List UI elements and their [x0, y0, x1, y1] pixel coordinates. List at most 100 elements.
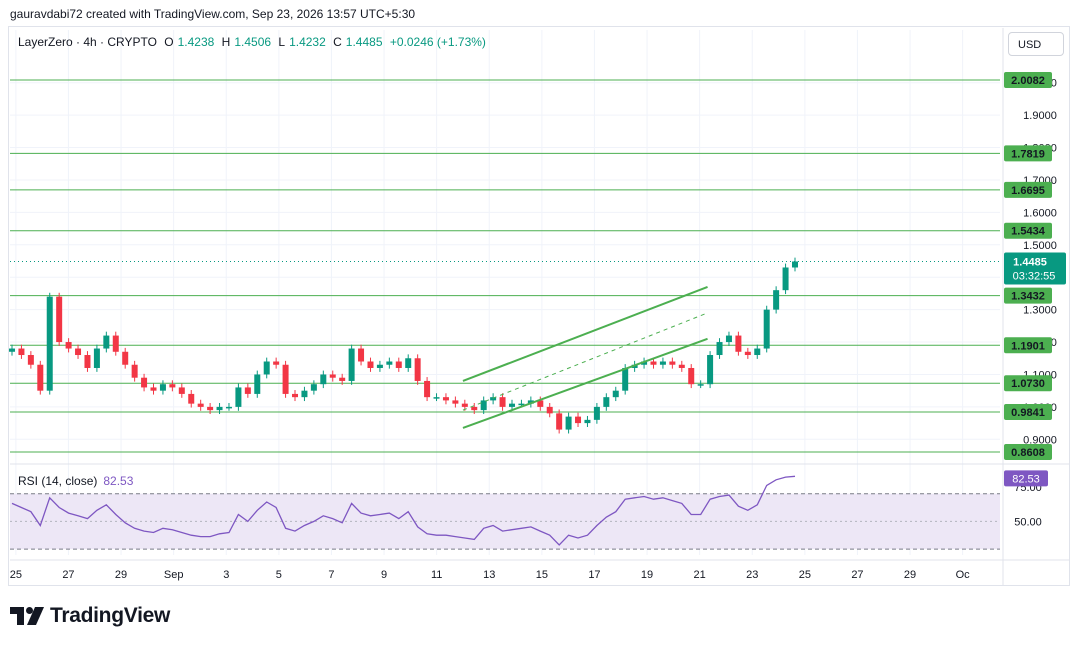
x-tick-label: 13	[483, 569, 495, 581]
candle-body	[499, 397, 506, 407]
candle-body	[603, 397, 610, 407]
x-tick-label: 29	[115, 569, 127, 581]
channel-middle-line	[462, 312, 708, 411]
brand-name: TradingView	[50, 604, 171, 627]
candle-body	[320, 374, 327, 385]
tradingview-logo-icon	[10, 607, 44, 625]
level-badge	[1004, 375, 1052, 392]
y-tick-label: 1.5000	[1023, 240, 1057, 252]
candle-body	[537, 400, 544, 407]
rsi-tick-label: 50.00	[1014, 516, 1042, 528]
candle-body	[641, 361, 648, 365]
x-tick-label: 7	[328, 569, 334, 581]
candle-body	[575, 416, 582, 424]
x-tick-label: 23	[746, 569, 758, 581]
level-badge-label: 1.1901	[1011, 340, 1045, 352]
candle-body	[225, 406, 232, 409]
candle-body	[273, 361, 280, 365]
candle-body	[37, 364, 44, 391]
x-tick-label: Sep	[164, 569, 184, 581]
candle-body	[46, 296, 53, 391]
low-value: 1.4232	[289, 35, 326, 49]
candle-body	[178, 387, 185, 394]
candle-body	[159, 384, 166, 391]
candle-body	[433, 397, 440, 399]
candle-body	[735, 335, 742, 352]
candle-body	[546, 406, 553, 414]
candle-body	[93, 348, 100, 368]
channel-lower-line	[462, 337, 708, 429]
candle-body	[405, 358, 412, 368]
candle-body	[584, 419, 591, 424]
channel-upper-line	[462, 286, 708, 382]
level-badge-label: 1.3432	[1011, 291, 1045, 303]
x-tick-label: Oc	[956, 569, 971, 581]
candle-body	[688, 367, 695, 385]
low-label: L	[278, 35, 286, 49]
candle-body	[414, 358, 421, 381]
candle-body	[612, 390, 619, 398]
candle-body	[292, 393, 299, 398]
close-label: C	[333, 35, 342, 49]
y-tick-label: 1.6000	[1023, 207, 1057, 219]
symbol-legend: LayerZero · 4h · CRYPTO O 1.4238 H 1.4506 …	[18, 35, 490, 49]
countdown-label: 03:32:55	[1013, 270, 1056, 282]
candle-body	[754, 348, 761, 356]
rsi-label[interactable]: RSI (14, close)	[18, 474, 98, 488]
candle-body	[490, 397, 497, 401]
x-tick-label: 9	[381, 569, 387, 581]
candle-body	[659, 361, 666, 365]
level-badge-label: 2.0082	[1011, 75, 1045, 87]
candle-body	[461, 403, 468, 407]
candle-body	[131, 364, 138, 378]
candle-body	[122, 351, 129, 365]
candle-body	[442, 397, 449, 401]
candle-body	[358, 348, 365, 362]
rsi-line	[11, 475, 796, 546]
currency-button[interactable]: USD	[1008, 32, 1064, 56]
candle-body	[367, 361, 374, 368]
candle-body	[593, 406, 600, 420]
candle-body	[112, 335, 119, 352]
level-badge	[1004, 337, 1052, 354]
x-tick-label: 21	[694, 569, 706, 581]
y-tick-label: 1.9000	[1023, 110, 1057, 122]
level-badge-label: 1.7819	[1011, 148, 1045, 160]
candle-body	[235, 387, 242, 407]
level-badge	[1004, 181, 1052, 198]
x-tick-label: 29	[904, 569, 916, 581]
x-tick-label: 25	[10, 569, 22, 581]
candle-body	[527, 400, 534, 404]
level-badge	[1004, 222, 1052, 239]
candle-body	[744, 351, 751, 356]
candle-body	[508, 403, 515, 407]
y-tick-label: 0.9000	[1023, 434, 1057, 446]
candle-body	[207, 406, 214, 411]
candle-body	[197, 403, 204, 407]
candle-body	[329, 374, 336, 378]
candle-body	[773, 290, 780, 310]
candle-body	[622, 367, 629, 391]
candle-body	[471, 406, 478, 411]
level-badge	[1004, 72, 1052, 89]
candle-body	[650, 361, 657, 365]
chart-frame	[8, 26, 1070, 586]
candle-body	[792, 261, 798, 268]
symbol-title[interactable]: LayerZero · 4h · CRYPTO	[18, 35, 157, 49]
x-tick-label: 27	[851, 569, 863, 581]
candle-body	[518, 403, 525, 406]
price-pane	[10, 30, 1000, 462]
candle-body	[188, 393, 195, 404]
candle-body	[707, 355, 714, 385]
rsi-badge-label: 82.53	[1012, 473, 1040, 485]
candle-body	[697, 384, 704, 386]
close-value: 1.4485	[345, 35, 383, 49]
candle-body	[65, 342, 72, 349]
candle-body	[395, 361, 402, 368]
candle-body	[141, 377, 148, 388]
high-value: 1.4506	[234, 35, 272, 49]
candle-body	[244, 387, 251, 394]
rsi-legend: RSI (14, close) 82.53	[18, 474, 133, 488]
